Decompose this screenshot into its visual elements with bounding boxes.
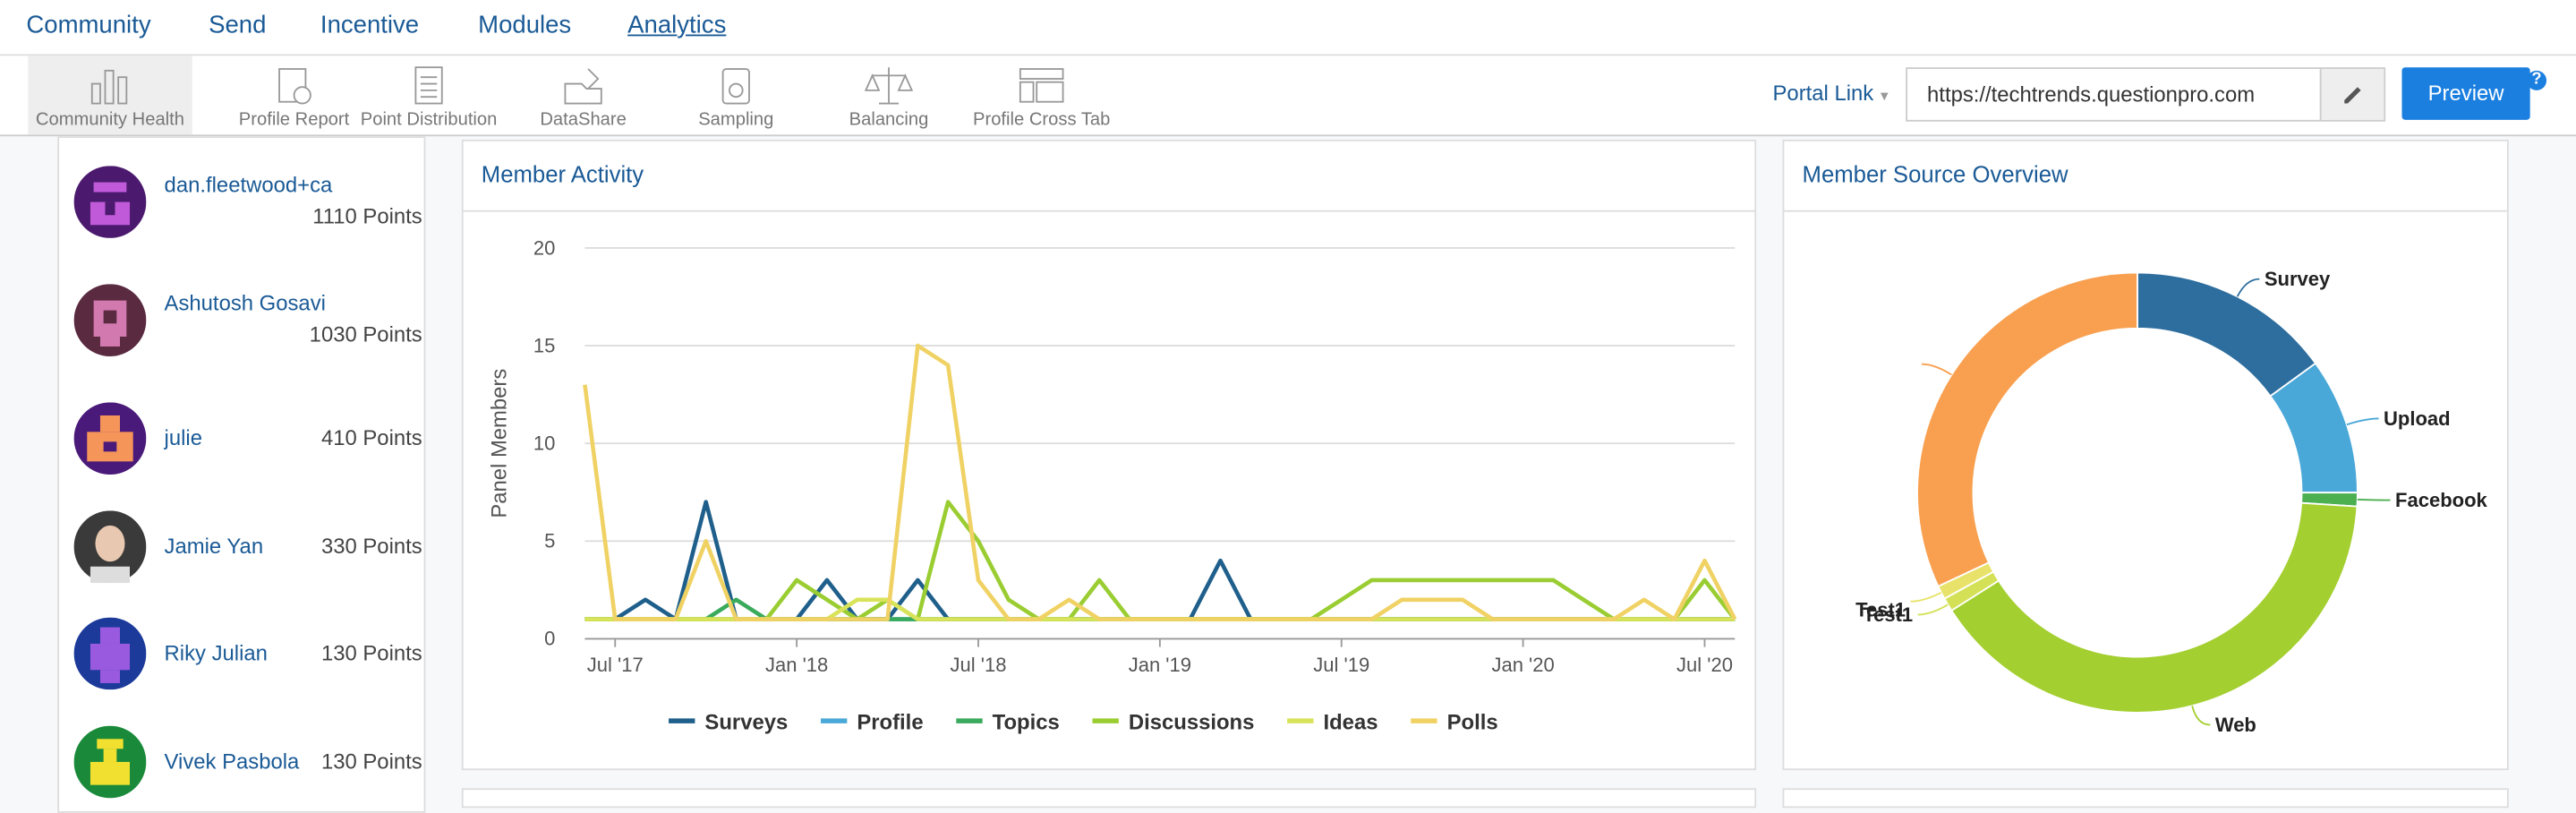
nav-item[interactable]: Incentive bbox=[320, 11, 420, 40]
series-line bbox=[584, 500, 1737, 621]
x-tick-label: Jul '20 bbox=[1676, 654, 1733, 676]
tool-item[interactable]: Profile Report bbox=[212, 56, 377, 134]
member-name: Ashutosh Gosavi bbox=[164, 290, 326, 316]
member-name: Riky Julian bbox=[164, 640, 268, 665]
tool-label: Profile Cross Tab bbox=[973, 109, 1111, 130]
leader-line bbox=[2346, 417, 2379, 426]
preview-label: Preview bbox=[2427, 80, 2504, 106]
leader-line bbox=[2236, 278, 2260, 297]
member-row[interactable]: Jamie Yan 330 Points bbox=[73, 510, 422, 584]
x-tick-label: Jul '19 bbox=[1313, 654, 1369, 676]
legend-label: Polls bbox=[1447, 710, 1498, 734]
x-tick-label: Jan '18 bbox=[765, 654, 828, 676]
dropdown-caret: ▼ bbox=[1877, 89, 1891, 104]
y-tick-label: 20 bbox=[533, 236, 555, 259]
legend-label: Ideas bbox=[1323, 710, 1378, 734]
tool-item[interactable]: Sampling bbox=[654, 56, 819, 134]
donut-slice bbox=[1950, 501, 2358, 714]
legend-label: Profile bbox=[857, 710, 923, 734]
panel-header: Member Source Overview bbox=[1784, 141, 2507, 212]
leaderboard: dan.fleetwood+ca 1110 Points Ashutosh Gos… bbox=[57, 136, 426, 813]
help-label: ? bbox=[2531, 70, 2542, 90]
tool-label: DataShare bbox=[540, 109, 627, 130]
leader-line bbox=[2191, 706, 2211, 726]
portal-link[interactable]: Portal Link bbox=[1772, 80, 1874, 106]
source-panel: Member Source Overview Survey Upload Faceb… bbox=[1782, 139, 2509, 771]
member-points: 330 Points bbox=[320, 534, 422, 559]
nav-item[interactable]: Analytics bbox=[627, 11, 727, 40]
tool-label: Profile Report bbox=[238, 109, 350, 130]
member-row[interactable]: julie 410 Points bbox=[73, 402, 422, 475]
member-row[interactable]: Ashutosh Gosavi 1030 Points bbox=[73, 284, 422, 356]
tool-item[interactable]: Point Distribution bbox=[346, 56, 511, 134]
donut-slice bbox=[2137, 271, 2317, 398]
leader-line bbox=[1922, 363, 1952, 376]
member-name: Jamie Yan bbox=[164, 534, 264, 559]
slice-label: Test1 bbox=[1863, 603, 1913, 626]
help-icon[interactable]: ? bbox=[2526, 70, 2547, 90]
member-row[interactable]: Vivek Pasbola 130 Points bbox=[73, 725, 422, 799]
url-box[interactable]: https://techtrends.questionpro.com bbox=[1906, 67, 2386, 122]
top-nav: Community Send Incentive Modules Analyti… bbox=[0, 0, 2576, 56]
slice-label: Upload bbox=[2384, 407, 2451, 430]
tool-label: Community Health bbox=[35, 109, 185, 130]
nav-item[interactable]: Send bbox=[209, 11, 267, 40]
legend-label: Discussions bbox=[1129, 710, 1255, 734]
member-points: 130 Points bbox=[320, 640, 422, 665]
member-points: 130 Points bbox=[320, 749, 422, 774]
slice-label: Web bbox=[2215, 714, 2256, 736]
panel-header: Member Activity bbox=[463, 141, 1755, 212]
series-line bbox=[583, 343, 1737, 621]
member-name: dan.fleetwood+ca bbox=[164, 172, 333, 198]
x-tick-label: Jan '19 bbox=[1129, 654, 1191, 676]
member-name: julie bbox=[164, 425, 202, 450]
y-tick-label: 10 bbox=[533, 432, 555, 455]
series-line bbox=[584, 597, 1736, 621]
leader-line bbox=[1910, 591, 1942, 603]
tool-item[interactable]: Profile Cross Tab bbox=[960, 56, 1124, 134]
member-row[interactable]: Riky Julian 130 Points bbox=[73, 617, 422, 690]
line-chart: 0 5 10 15 20 Jul '17 Jan '18 Jul '18 Jan '19 Jul … bbox=[487, 236, 1737, 734]
y-tick-label: 0 bbox=[544, 628, 555, 650]
tool-item[interactable]: Community Health bbox=[28, 56, 192, 135]
tool-item[interactable]: DataShare bbox=[501, 56, 666, 134]
legend-label: Surveys bbox=[704, 710, 788, 734]
nav-item[interactable]: Community bbox=[26, 11, 151, 40]
url: https://techtrends.questionpro.com bbox=[1927, 81, 2256, 107]
leader-line bbox=[1917, 603, 1949, 616]
tool-item[interactable]: Balancing bbox=[806, 56, 971, 134]
tool-label: Balancing bbox=[849, 109, 929, 130]
member-row[interactable]: dan.fleetwood+ca 1110 Points bbox=[73, 166, 422, 238]
toolbar: Community Health Profile Report Point Di… bbox=[0, 56, 2576, 137]
member-name: Vivek Pasbola bbox=[164, 749, 300, 774]
member-points: 1030 Points bbox=[309, 321, 422, 347]
tool-label: Sampling bbox=[698, 109, 774, 130]
leader-line bbox=[2357, 499, 2391, 501]
x-tick-label: Jul '18 bbox=[951, 654, 1007, 676]
tool-label: Point Distribution bbox=[360, 109, 498, 130]
x-tick-label: Jan '20 bbox=[1491, 654, 1554, 676]
member-points: 1110 Points bbox=[312, 203, 422, 228]
slice-label: Facebook bbox=[2395, 489, 2488, 511]
y-axis-label: Panel Members bbox=[487, 369, 511, 518]
legend-label: Topics bbox=[993, 710, 1060, 734]
y-tick-label: 15 bbox=[533, 334, 555, 356]
donut-slice bbox=[1916, 271, 2138, 588]
slice-label: Test1 bbox=[1855, 598, 1906, 620]
nav-item[interactable]: Modules bbox=[478, 11, 572, 40]
series-line bbox=[584, 500, 1736, 621]
slice-label: Survey bbox=[2265, 268, 2331, 290]
y-tick-label: 5 bbox=[544, 530, 555, 552]
activity-panel: Member Activity 0 5 10 15 20 Jul '17 Jan '18 Ju… bbox=[461, 139, 1757, 771]
member-points: 410 Points bbox=[320, 425, 422, 450]
chart-title: Member Activity bbox=[481, 160, 644, 188]
edit-button[interactable] bbox=[2319, 69, 2384, 120]
x-tick-label: Jul '17 bbox=[587, 654, 644, 676]
preview-button[interactable]: Preview bbox=[2401, 67, 2530, 120]
series-line bbox=[584, 597, 1736, 621]
chart-title: Member Source Overview bbox=[1802, 160, 2068, 188]
